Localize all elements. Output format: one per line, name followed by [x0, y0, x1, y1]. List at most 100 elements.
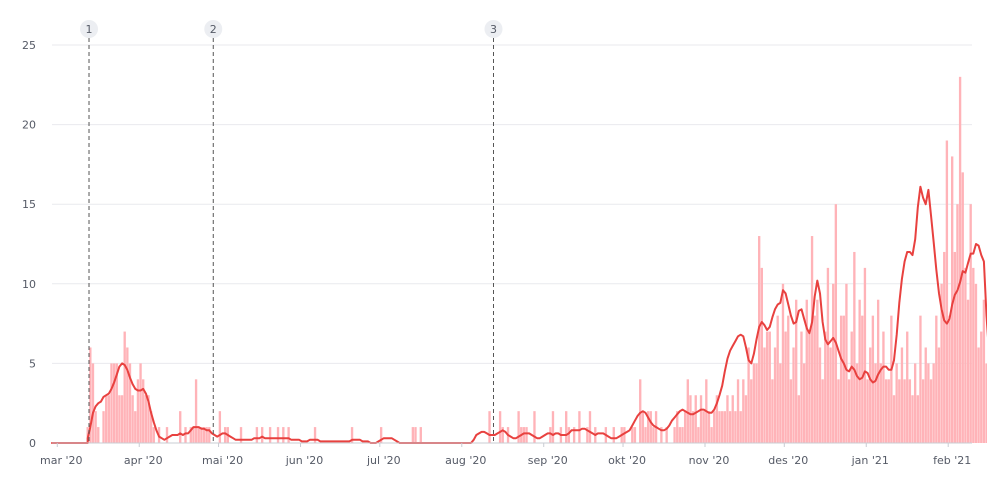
moving-average	[51, 185, 987, 444]
daily-bar	[890, 315, 893, 443]
daily-bar	[887, 379, 890, 443]
daily-bar	[105, 395, 108, 443]
daily-bar	[565, 411, 568, 443]
daily-bar	[884, 379, 888, 443]
daily-bar	[779, 363, 782, 443]
daily-bar	[184, 427, 187, 443]
x-tick-label: mar '20	[40, 454, 83, 467]
x-tick-label: nov '20	[689, 454, 730, 467]
event-marker-label: 3	[490, 23, 497, 36]
daily-bar	[631, 427, 634, 443]
daily-bar	[498, 411, 502, 443]
daily-bar	[115, 363, 118, 443]
daily-bar	[118, 395, 121, 443]
daily-bar	[633, 427, 637, 443]
daily-bar	[350, 427, 354, 443]
daily-bar	[752, 363, 756, 443]
daily-bar	[192, 427, 195, 443]
daily-bar	[792, 347, 795, 443]
daily-bar	[194, 379, 198, 443]
daily-bar	[826, 267, 830, 443]
daily-bar	[131, 395, 134, 443]
daily-bar	[721, 411, 724, 443]
x-tick-label: aug '20	[445, 454, 486, 467]
daily-bar	[715, 395, 719, 443]
daily-bar	[165, 427, 169, 443]
daily-bar	[689, 395, 692, 443]
daily-bar	[525, 427, 528, 443]
daily-bar	[726, 395, 729, 443]
daily-bar	[863, 267, 867, 443]
daily-bar	[768, 331, 771, 443]
daily-bar	[517, 411, 520, 443]
daily-bar	[879, 363, 882, 443]
daily-bar	[694, 395, 697, 443]
daily-bar	[120, 395, 124, 443]
event-marker-badge	[204, 20, 223, 38]
x-tick-label: feb '21	[933, 454, 971, 467]
daily-bar	[660, 427, 663, 443]
daily-bar	[797, 395, 801, 443]
daily-bar	[718, 411, 721, 443]
daily-bar	[208, 427, 211, 443]
daily-bar	[411, 427, 415, 443]
y-tick-label: 10	[22, 278, 36, 291]
daily-bar	[903, 379, 906, 443]
daily-bar	[134, 411, 137, 443]
daily-bar	[179, 411, 182, 443]
daily-bar	[895, 363, 898, 443]
daily-bar	[646, 411, 650, 443]
daily-bar	[205, 427, 208, 443]
daily-bar	[800, 331, 803, 443]
daily-bar	[956, 204, 959, 443]
daily-bar	[913, 363, 917, 443]
daily-bar	[731, 395, 734, 443]
x-tick-label: sep '20	[528, 454, 568, 467]
daily-bar	[760, 267, 763, 443]
daily-bar	[818, 347, 822, 443]
daily-bar	[985, 363, 987, 443]
daily-bar	[261, 427, 264, 443]
daily-bar	[940, 283, 943, 443]
daily-bar	[747, 347, 750, 443]
daily-bar	[739, 411, 742, 443]
daily-bar	[147, 395, 150, 443]
daily-bar	[112, 363, 116, 443]
daily-bar	[549, 427, 552, 443]
daily-bar	[853, 251, 856, 443]
daily-bar	[414, 427, 417, 443]
daily-bar	[239, 427, 243, 443]
daily-bar	[102, 411, 105, 443]
daily-bar	[787, 315, 790, 443]
daily-bar	[699, 395, 703, 443]
daily-bar	[533, 411, 536, 443]
daily-bar	[189, 427, 192, 443]
daily-bar	[697, 427, 700, 443]
daily-bar	[522, 427, 526, 443]
daily-bar	[144, 395, 148, 443]
event-markers: 1 2 3	[80, 20, 503, 443]
daily-bar	[649, 411, 652, 443]
daily-bar	[765, 331, 769, 443]
daily-bar	[126, 347, 129, 443]
daily-bar	[911, 395, 914, 443]
daily-bar	[742, 379, 745, 443]
daily-bar	[951, 156, 954, 443]
daily-bar	[847, 379, 851, 443]
daily-bar	[107, 395, 111, 443]
daily-bar	[855, 363, 859, 443]
daily-bar	[218, 411, 222, 443]
event-marker-label: 1	[86, 23, 93, 36]
daily-bar	[845, 283, 848, 443]
daily-bar	[678, 427, 682, 443]
daily-bar	[977, 347, 980, 443]
daily-bar	[758, 236, 761, 443]
moving-average-line	[51, 185, 987, 444]
daily-bar	[379, 427, 383, 443]
daily-bar	[869, 347, 872, 443]
daily-bar	[808, 331, 811, 443]
daily-bar	[612, 427, 615, 443]
daily-bars	[86, 76, 987, 444]
daily-bar	[839, 315, 843, 443]
daily-bar	[673, 427, 676, 443]
